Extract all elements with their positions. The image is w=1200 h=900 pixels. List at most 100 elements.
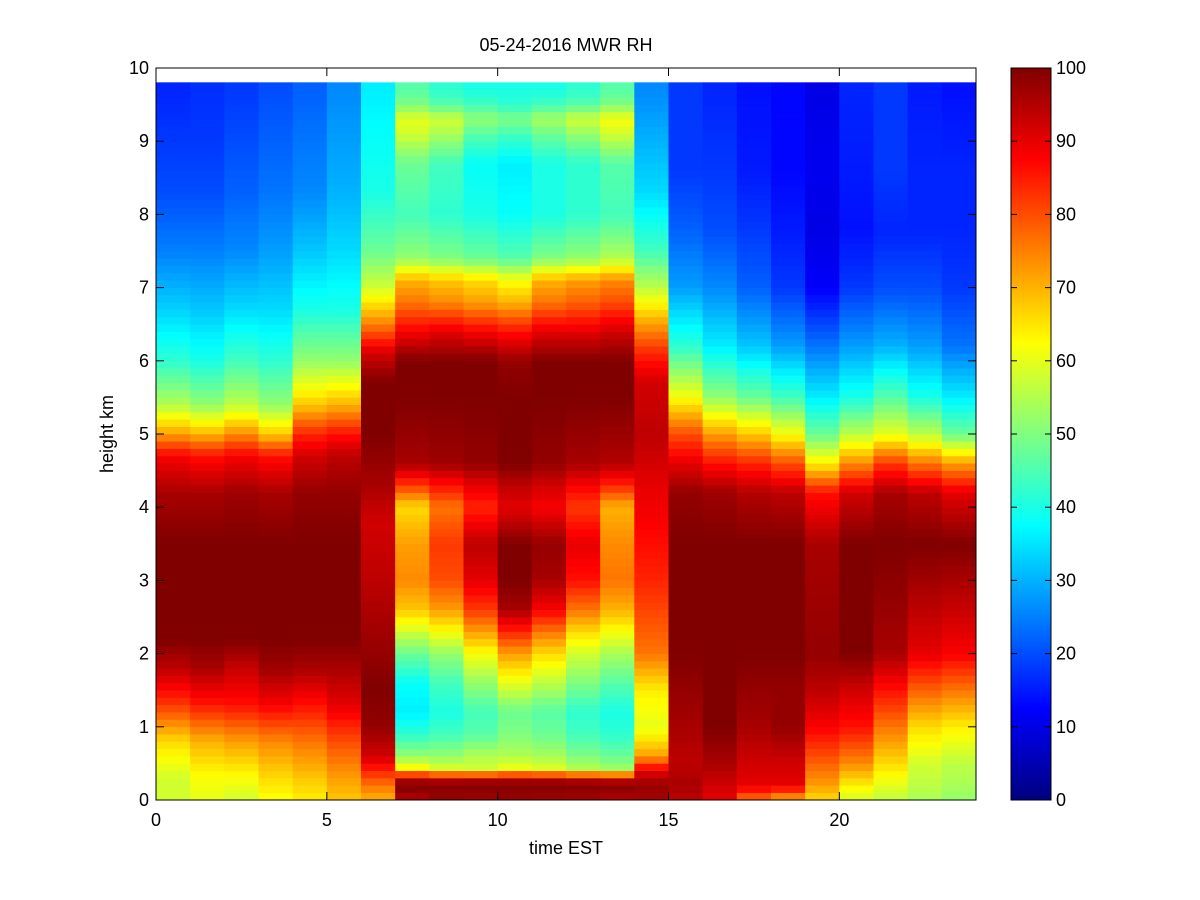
heatmap-cell [224, 492, 259, 501]
heatmap-cell [941, 528, 977, 537]
heatmap-cell [805, 192, 840, 201]
heatmap-cell [839, 236, 874, 244]
heatmap-cell [600, 470, 635, 479]
heatmap-cell [156, 316, 191, 325]
heatmap-cell [190, 118, 225, 127]
heatmap-cell [463, 140, 499, 149]
heatmap-cell [736, 755, 772, 764]
heatmap-cell [395, 375, 430, 384]
heatmap-cell [839, 301, 874, 310]
heatmap-cell [736, 345, 772, 354]
heatmap-cell [224, 631, 259, 640]
heatmap-cell [771, 441, 806, 449]
heatmap-cell [497, 528, 533, 537]
heatmap-cell [258, 558, 294, 567]
heatmap-cell [702, 287, 738, 296]
heatmap-cell [941, 755, 977, 764]
heatmap-cell [873, 419, 909, 427]
heatmap-cell [702, 675, 738, 684]
heatmap-cell [224, 184, 259, 193]
heatmap-cell [702, 565, 738, 574]
heatmap-cell [361, 214, 396, 223]
heatmap-cell [805, 616, 840, 625]
heatmap-cell [531, 755, 567, 764]
heatmap-cell [429, 287, 464, 296]
heatmap-cell [224, 763, 259, 772]
heatmap-cell [156, 543, 191, 552]
heatmap-cell [292, 521, 328, 530]
heatmap-cell [839, 660, 874, 669]
heatmap-cell [224, 345, 259, 354]
heatmap-cell [258, 250, 294, 259]
heatmap-cell [190, 441, 225, 449]
heatmap-cell [156, 104, 191, 113]
heatmap-cell [907, 316, 943, 325]
heatmap-cell [873, 624, 909, 632]
heatmap-cell [668, 243, 704, 252]
heatmap-cell [156, 162, 191, 171]
heatmap-cell [634, 543, 669, 552]
heatmap-cell [361, 631, 396, 640]
heatmap-cell [531, 441, 567, 449]
heatmap-cell [224, 177, 259, 186]
heatmap-cell [326, 258, 362, 266]
heatmap-cell [497, 638, 533, 647]
heatmap-cell [839, 404, 874, 413]
heatmap-cell [702, 448, 738, 457]
heatmap-cell [873, 499, 909, 508]
heatmap-cell [361, 602, 396, 610]
heatmap-cell [190, 177, 225, 186]
heatmap-cell [771, 404, 806, 413]
heatmap-cell [463, 748, 499, 757]
heatmap-cell [839, 133, 874, 142]
heatmap-cell [941, 426, 977, 435]
heatmap-cell [634, 192, 669, 201]
heatmap-cell [429, 192, 464, 201]
heatmap-cell [600, 367, 635, 376]
heatmap-cell [805, 697, 840, 706]
heatmap-cell [805, 536, 840, 545]
heatmap-cell [361, 133, 396, 142]
heatmap-cell [395, 419, 430, 427]
heatmap-cell [839, 411, 874, 420]
heatmap-cell [292, 704, 328, 713]
heatmap-cell [839, 726, 874, 735]
heatmap-cell [395, 214, 430, 223]
heatmap-cell [839, 272, 874, 281]
heatmap-cell [566, 726, 601, 735]
heatmap-cell [566, 477, 601, 486]
heatmap-cell [156, 675, 191, 684]
heatmap-cell [361, 638, 396, 647]
heatmap-cell [736, 631, 772, 640]
heatmap-cell [395, 221, 430, 230]
heatmap-cell [497, 214, 533, 223]
heatmap-cell [531, 521, 567, 530]
heatmap-cell [941, 455, 977, 464]
heatmap-cell [156, 192, 191, 201]
heatmap-cell [941, 741, 977, 750]
x-axis: 0 5 10 15 20 [151, 68, 849, 830]
heatmap-cell [668, 104, 704, 113]
heatmap-cell [702, 645, 738, 654]
heatmap-cell [497, 118, 533, 127]
heatmap-cell [326, 82, 362, 91]
heatmap-cell [805, 331, 840, 340]
heatmap-cell [224, 528, 259, 537]
heatmap-cell [566, 162, 601, 171]
heatmap-cell [190, 602, 225, 610]
heatmap-cell [805, 580, 840, 589]
heatmap-cell [224, 287, 259, 296]
heatmap-cell [497, 580, 533, 589]
heatmap-cell [668, 272, 704, 281]
heatmap-cell [224, 126, 259, 135]
heatmap-cell [600, 514, 635, 523]
heatmap-cell [941, 492, 977, 501]
heatmap-cell [156, 221, 191, 230]
heatmap-cell [668, 711, 704, 720]
heatmap-cell [497, 733, 533, 742]
heatmap-cell [907, 192, 943, 201]
heatmap-cell [566, 309, 601, 318]
heatmap-cell [224, 148, 259, 157]
heatmap-cell [395, 660, 430, 669]
heatmap-cell [839, 675, 874, 684]
